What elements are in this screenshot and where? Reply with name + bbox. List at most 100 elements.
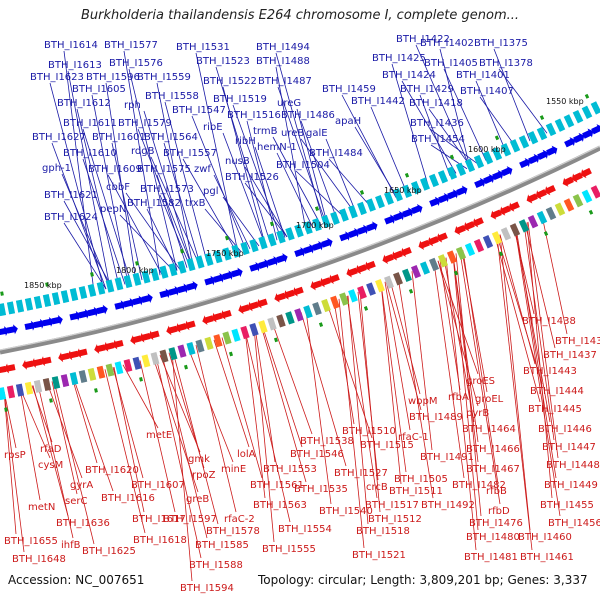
gene-label-wbpm[interactable]: wbpM xyxy=(408,396,438,407)
gene-label-bth-i1546[interactable]: BTH_I1546 xyxy=(290,449,344,460)
gene-label-bth-i1487[interactable]: BTH_I1487 xyxy=(258,76,312,87)
forward-gene-arrow[interactable] xyxy=(527,152,541,166)
forward-gene-arrow[interactable] xyxy=(6,324,19,336)
gene-label-ribh[interactable]: ribH xyxy=(235,136,256,147)
reverse-gene-arrow[interactable] xyxy=(435,231,449,244)
gene-label-bth-i1540[interactable]: BTH_I1540 xyxy=(319,506,373,517)
gene-label-bth-i1445[interactable]: BTH_I1445 xyxy=(528,404,582,415)
gene-label-bth-i1482[interactable]: BTH_I1482 xyxy=(452,480,506,491)
reverse-gene-arrow[interactable] xyxy=(354,262,368,275)
reverse-gene-arrow[interactable] xyxy=(138,331,151,343)
gene-label-gph-1[interactable]: gph-1 xyxy=(42,163,71,174)
gene-label-bth-i1444[interactable]: BTH_I1444 xyxy=(530,386,584,397)
reverse-gene-arrow[interactable] xyxy=(534,187,548,201)
gene-label-bth-i1522[interactable]: BTH_I1522 xyxy=(203,76,257,87)
gene-label-ureb[interactable]: ureB xyxy=(281,128,304,139)
gene-label-cbbf[interactable]: cbbF xyxy=(106,182,130,193)
reverse-gene-arrow[interactable] xyxy=(291,285,305,298)
reverse-gene-arrow[interactable] xyxy=(237,302,250,315)
gene-label-bth-i1375[interactable]: BTH_I1375 xyxy=(474,38,528,49)
gene-label-bth-i1401[interactable]: BTH_I1401 xyxy=(456,70,510,81)
gene-label-bth-i1616[interactable]: BTH_I1616 xyxy=(101,493,155,504)
gene-label-bth-i1576[interactable]: BTH_I1576 xyxy=(109,58,163,69)
reverse-gene-arrow[interactable] xyxy=(255,297,269,310)
forward-gene-arrow[interactable] xyxy=(572,131,586,145)
gene-label-bth-i1438[interactable]: BTH_I1438 xyxy=(522,316,576,327)
forward-gene-arrow[interactable] xyxy=(581,127,595,141)
gene-label-bth-i1422[interactable]: BTH_I1422 xyxy=(396,34,450,45)
gene-label-bth-i1648[interactable]: BTH_I1648 xyxy=(12,554,66,565)
forward-gene-arrow[interactable] xyxy=(500,164,514,178)
gene-label-rdgb[interactable]: rdgB xyxy=(131,146,155,157)
gene-label-bth-i1494[interactable]: BTH_I1494 xyxy=(256,42,310,53)
forward-gene-arrow[interactable] xyxy=(339,230,353,243)
gene-label-nusb[interactable]: nusB xyxy=(225,156,250,167)
gene-label-bth-i1558[interactable]: BTH_I1558 xyxy=(145,91,199,102)
forward-gene-arrow[interactable] xyxy=(96,304,109,316)
gene-label-metn[interactable]: metN xyxy=(28,502,55,513)
reverse-gene-arrow[interactable] xyxy=(273,291,287,304)
gene-label-ribe[interactable]: ribE xyxy=(203,122,223,133)
forward-gene-arrow[interactable] xyxy=(186,280,199,293)
gene-label-bth-i1480[interactable]: BTH_I1480 xyxy=(466,532,520,543)
reverse-gene-arrow[interactable] xyxy=(210,311,223,324)
gene-label-trxb[interactable]: trxB xyxy=(185,198,206,209)
gene-label-cysm[interactable]: cysM xyxy=(38,460,63,471)
gene-label-bth-i1461[interactable]: BTH_I1461 xyxy=(520,552,574,563)
forward-gene-arrow[interactable] xyxy=(87,306,100,318)
gene-label-bth-i1459[interactable]: BTH_I1459 xyxy=(322,84,376,95)
gene-label-bth-i1559[interactable]: BTH_I1559 xyxy=(137,72,191,83)
gene-label-bth-i1588[interactable]: BTH_I1588 xyxy=(189,560,243,571)
reverse-gene-arrow[interactable] xyxy=(111,338,124,350)
forward-gene-arrow[interactable] xyxy=(294,246,308,259)
forward-gene-arrow[interactable] xyxy=(312,240,326,253)
gene-label-bth-i1436[interactable]: BTH_I1436 xyxy=(410,118,464,129)
gene-label-bth-i1557[interactable]: BTH_I1557 xyxy=(163,148,217,159)
gene-label-bth-i1464[interactable]: BTH_I1464 xyxy=(462,424,516,435)
reverse-gene-arrow[interactable] xyxy=(201,313,214,326)
reverse-gene-arrow[interactable] xyxy=(183,319,196,332)
reverse-gene-arrow[interactable] xyxy=(507,200,521,214)
forward-gene-arrow[interactable] xyxy=(365,220,379,233)
gene-label-crcb[interactable]: crcB xyxy=(366,482,388,493)
gene-label-trmb[interactable]: trmB xyxy=(253,126,278,137)
gene-label-bth-i1624[interactable]: BTH_I1624 xyxy=(44,212,98,223)
gene-label-zwf[interactable]: zwf xyxy=(194,164,211,175)
forward-gene-arrow[interactable] xyxy=(482,172,496,186)
gene-label-bth-i1455[interactable]: BTH_I1455 xyxy=(540,500,594,511)
gene-label-pyrb[interactable]: pyrB xyxy=(466,408,489,419)
reverse-gene-arrow[interactable] xyxy=(93,342,106,354)
forward-gene-arrow[interactable] xyxy=(222,269,235,282)
gene-label-bth-i1454[interactable]: BTH_I1454 xyxy=(411,134,465,145)
gene-label-ihfb[interactable]: ihfB xyxy=(61,540,81,551)
forward-gene-arrow[interactable] xyxy=(114,299,127,311)
reverse-gene-arrow[interactable] xyxy=(426,234,440,247)
forward-gene-arrow[interactable] xyxy=(437,191,451,204)
forward-gene-arrow[interactable] xyxy=(204,275,217,288)
forward-gene-arrow[interactable] xyxy=(78,308,91,320)
gene-label-bth-i1516[interactable]: BTH_I1516 xyxy=(227,110,281,121)
gene-label-rph[interactable]: rph xyxy=(124,100,141,111)
forward-gene-arrow[interactable] xyxy=(563,135,577,149)
reverse-gene-arrow[interactable] xyxy=(525,191,539,205)
gene-label-mete[interactable]: metE xyxy=(146,430,172,441)
gene-label-bth-i1573[interactable]: BTH_I1573 xyxy=(140,184,194,195)
gene-label-bth-i1486[interactable]: BTH_I1486 xyxy=(281,110,335,121)
gene-label-pgl[interactable]: pgl xyxy=(203,186,218,197)
reverse-gene-arrow[interactable] xyxy=(453,223,467,236)
forward-gene-arrow[interactable] xyxy=(0,325,10,337)
gene-label-hemn-1[interactable]: hemN-1 xyxy=(257,142,297,153)
gene-label-bth-i1446[interactable]: BTH_I1446 xyxy=(538,424,592,435)
reverse-gene-arrow[interactable] xyxy=(246,300,260,313)
forward-gene-arrow[interactable] xyxy=(24,320,37,332)
forward-gene-arrow[interactable] xyxy=(491,168,505,182)
gene-label-bth-i1527[interactable]: BTH_I1527 xyxy=(334,468,388,479)
forward-gene-arrow[interactable] xyxy=(132,295,145,307)
forward-gene-arrow[interactable] xyxy=(159,287,172,300)
gene-label-bth-i1515[interactable]: BTH_I1515 xyxy=(360,440,414,451)
gene-label-bth-i1402[interactable]: BTH_I1402 xyxy=(420,38,474,49)
forward-gene-arrow[interactable] xyxy=(410,202,424,215)
reverse-gene-arrow[interactable] xyxy=(129,333,142,345)
forward-gene-arrow[interactable] xyxy=(69,310,82,322)
gene-label-bth-i1447[interactable]: BTH_I1447 xyxy=(542,442,596,453)
